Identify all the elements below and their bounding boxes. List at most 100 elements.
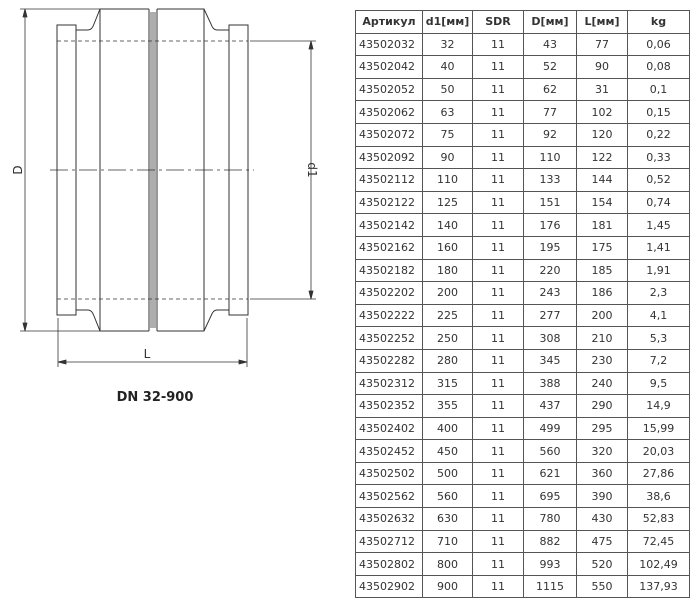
table-row: 43502312 315 11 388 240 9,5 (355, 371, 690, 396)
table-row: 43502222 225 11 277 200 4,1 (355, 303, 690, 328)
table-cell: 43502802 (355, 552, 423, 576)
table-row: 43502202 200 11 243 186 2,3 (355, 281, 690, 305)
table-cell: 11 (472, 303, 524, 328)
table-cell: 185 (576, 258, 628, 283)
table-cell: 243 (523, 281, 577, 305)
table-row: 43502712 710 11 882 475 72,45 (355, 529, 690, 554)
table-cell: 43502452 (355, 439, 423, 463)
table-cell: 120 (576, 122, 628, 147)
table-cell: 11 (472, 77, 524, 102)
table-row: 43502052 50 11 62 31 0,1 (355, 77, 690, 102)
table-cell: 133 (523, 168, 577, 192)
table-cell: 43502902 (355, 574, 423, 599)
table-cell: 250 (422, 326, 473, 350)
table-row: 43502072 75 11 92 120 0,22 (355, 122, 690, 147)
table-cell: 102,49 (627, 552, 690, 576)
table-cell: 220 (523, 258, 577, 283)
table-cell: 38,6 (627, 484, 690, 509)
coupling-outline (50, 8, 254, 332)
table-cell: 176 (523, 213, 577, 237)
table-cell: 1,41 (627, 235, 690, 260)
table-row: 43502032 32 11 43 77 0,06 (355, 32, 690, 57)
table-cell: 11 (472, 122, 524, 147)
table-cell: 0,22 (627, 122, 690, 147)
column-header: d1[мм] (422, 10, 473, 34)
table-row: 43502092 90 11 110 122 0,33 (355, 145, 690, 170)
table-cell: 175 (576, 235, 628, 260)
table-cell: 230 (576, 348, 628, 373)
table-cell: 210 (576, 326, 628, 350)
table-cell: 630 (422, 507, 473, 531)
table-cell: 900 (422, 574, 473, 599)
table-cell: 200 (422, 281, 473, 305)
table-cell: 43502402 (355, 416, 423, 441)
table-cell: 500 (422, 461, 473, 486)
table-cell: 2,3 (627, 281, 690, 305)
table-cell: 43502112 (355, 168, 423, 192)
table-cell: 160 (422, 235, 473, 260)
table-cell: 800 (422, 552, 473, 576)
table-cell: 125 (422, 190, 473, 215)
table-cell: 4,1 (627, 303, 690, 328)
table-cell: 345 (523, 348, 577, 373)
table-cell: 77 (523, 100, 577, 124)
table-cell: 388 (523, 371, 577, 396)
table-cell: 11 (472, 258, 524, 283)
column-header: D[мм] (523, 10, 577, 34)
table-row: 43502802 800 11 993 520 102,49 (355, 552, 690, 576)
table-row: 43502352 355 11 437 290 14,9 (355, 394, 690, 418)
table-row: 43502122 125 11 151 154 0,74 (355, 190, 690, 215)
table-cell: 43502052 (355, 77, 423, 102)
table-cell: 225 (422, 303, 473, 328)
table-cell: 499 (523, 416, 577, 441)
table-cell: 151 (523, 190, 577, 215)
table-cell: 62 (523, 77, 577, 102)
table-cell: 11 (472, 484, 524, 509)
table-cell: 180 (422, 258, 473, 283)
table-cell: 40 (422, 55, 473, 79)
table-cell: 43502562 (355, 484, 423, 509)
table-cell: 11 (472, 213, 524, 237)
table-cell: 43 (523, 32, 577, 57)
table-cell: 520 (576, 552, 628, 576)
table-row: 43502452 450 11 560 320 20,03 (355, 439, 690, 463)
table-cell: 11 (472, 439, 524, 463)
table-cell: 450 (422, 439, 473, 463)
table-cell: 63 (422, 100, 473, 124)
table-cell: 43502312 (355, 371, 423, 396)
table-cell: 75 (422, 122, 473, 147)
table-cell: 11 (472, 55, 524, 79)
table-cell: 695 (523, 484, 577, 509)
table-cell: 11 (472, 190, 524, 215)
column-header: kg (627, 10, 690, 34)
table-cell: 11 (472, 507, 524, 531)
table-cell: 11 (472, 461, 524, 486)
table-cell: 560 (422, 484, 473, 509)
dimensions-table: Артикул d1[мм] SDR D[мм] L[мм] kg 43502032 32 1… (355, 10, 690, 599)
table-cell: 560 (523, 439, 577, 463)
table-row: 43502252 250 11 308 210 5,3 (355, 326, 690, 350)
label-d1: d1 (305, 162, 319, 177)
table-cell: 280 (422, 348, 473, 373)
table-row: 43502042 40 11 52 90 0,08 (355, 55, 690, 79)
table-cell: 11 (472, 394, 524, 418)
table-row: 43502162 160 11 195 175 1,41 (355, 235, 690, 260)
table-cell: 1,45 (627, 213, 690, 237)
table-cell: 315 (422, 371, 473, 396)
table-cell: 43502282 (355, 348, 423, 373)
table-cell: 1115 (523, 574, 577, 599)
table-cell: 43502502 (355, 461, 423, 486)
table-cell: 43502092 (355, 145, 423, 170)
table-cell: 43502182 (355, 258, 423, 283)
table-cell: 11 (472, 326, 524, 350)
table-cell: 437 (523, 394, 577, 418)
table-cell: 7,2 (627, 348, 690, 373)
table-row: 43502142 140 11 176 181 1,45 (355, 213, 690, 237)
table-cell: 186 (576, 281, 628, 305)
table-cell: 11 (472, 32, 524, 57)
table-cell: 77 (576, 32, 628, 57)
table-cell: 43502712 (355, 529, 423, 554)
table-cell: 14,9 (627, 394, 690, 418)
table-cell: 31 (576, 77, 628, 102)
table-cell: 27,86 (627, 461, 690, 486)
